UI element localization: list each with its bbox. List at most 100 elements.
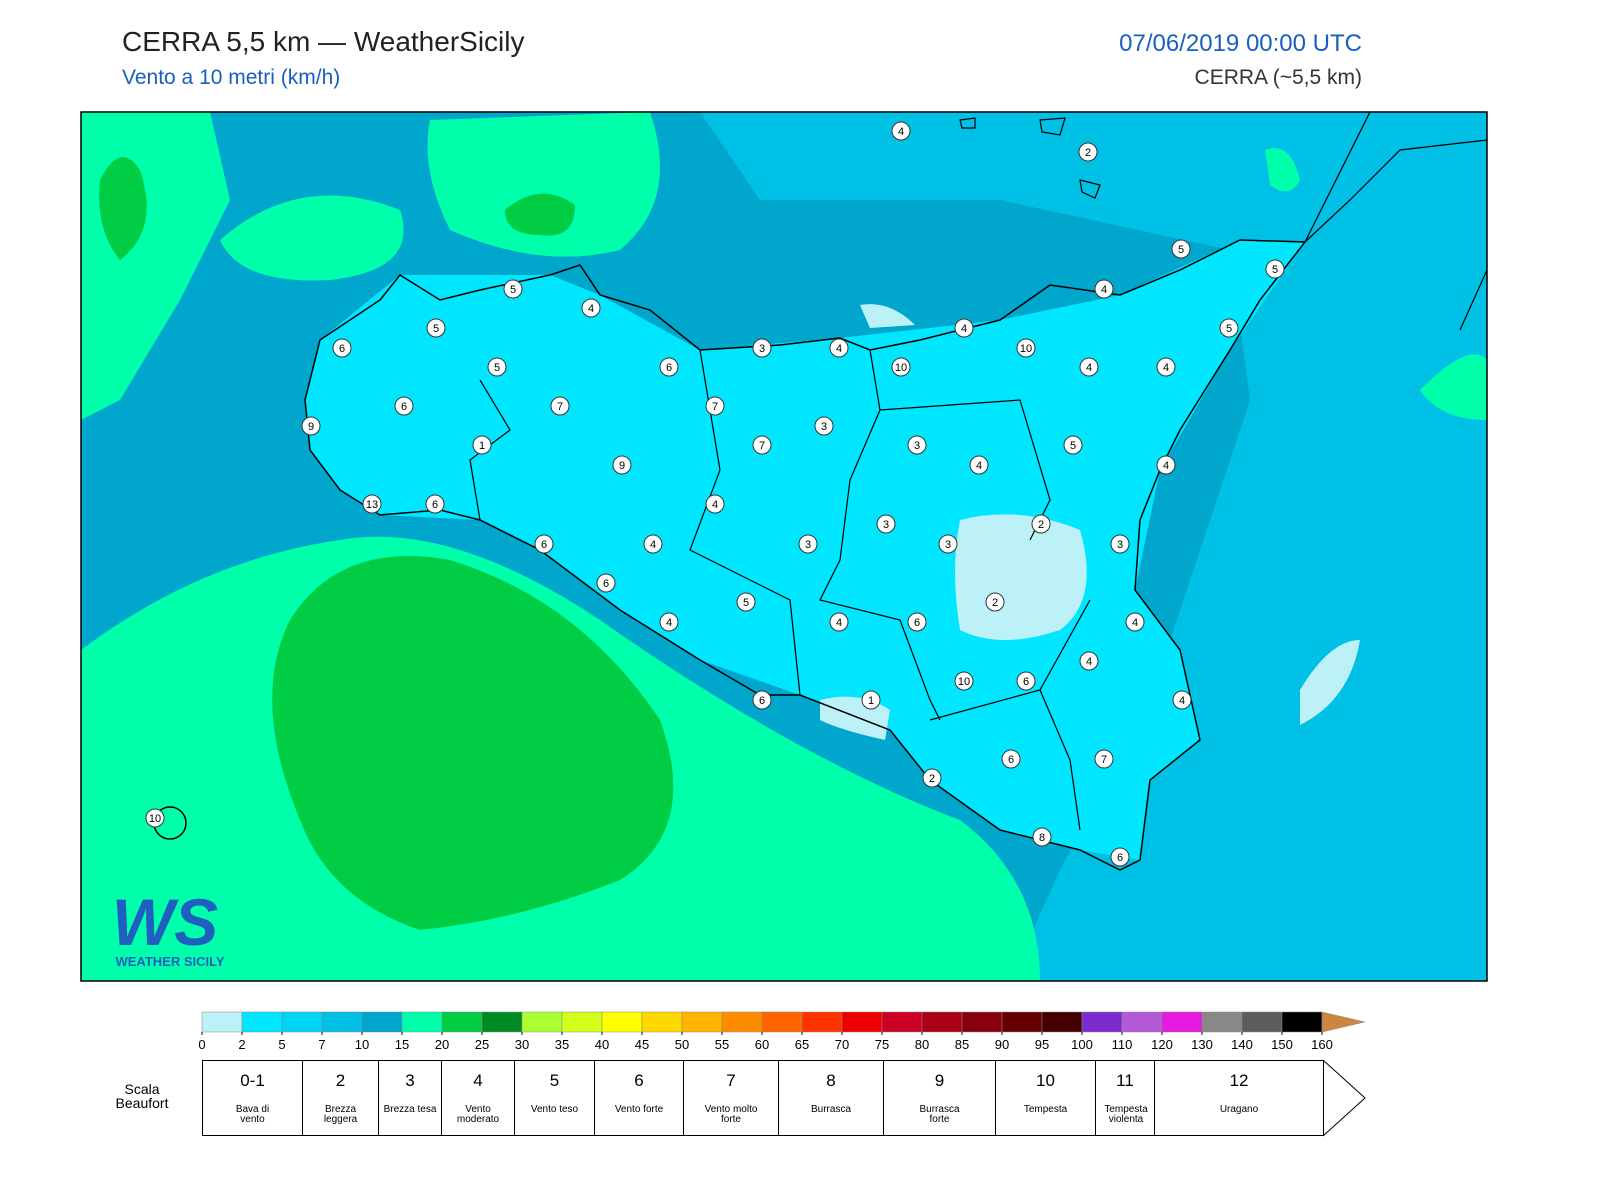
beaufort-label: Vento teso	[530, 1104, 579, 1115]
colorbar-bin	[801, 1011, 843, 1033]
station-value: 4	[836, 343, 842, 355]
colorbar-bin	[1241, 1011, 1283, 1033]
station-marker	[1171, 239, 1191, 259]
station-marker	[1079, 651, 1099, 671]
beaufort-label: Brezza leggera	[323, 1104, 358, 1125]
colorbar-bin	[681, 1011, 723, 1033]
station-value: 3	[821, 421, 827, 433]
colorbar-tick-label: 35	[555, 1037, 569, 1052]
colorbar-tick-label: 75	[875, 1037, 889, 1052]
beaufort-force: 0-1	[240, 1071, 265, 1090]
station-marker	[876, 514, 896, 534]
colorbar-tick-label: 150	[1271, 1037, 1293, 1052]
colorbar-bin	[1281, 1011, 1323, 1033]
station-value: 4	[1086, 656, 1092, 668]
station-marker	[922, 768, 942, 788]
beaufort-force: 6	[634, 1071, 644, 1090]
beaufort-cell: 4 Vento moderato	[441, 1060, 515, 1136]
station-value: 6	[759, 695, 765, 707]
station-marker	[1219, 318, 1239, 338]
station-value: 4	[712, 499, 718, 511]
station-value: 7	[759, 440, 765, 452]
station-value: 9	[308, 421, 314, 433]
station-value: 13	[366, 499, 378, 511]
logo-mark: WS	[112, 885, 218, 959]
beaufort-force: 5	[549, 1071, 560, 1090]
colorbar-bin	[641, 1011, 683, 1033]
colorbar-bin	[521, 1011, 563, 1033]
station-marker	[1156, 455, 1176, 475]
station-value: 3	[914, 440, 920, 452]
station-marker	[1031, 514, 1051, 534]
station-marker	[426, 318, 446, 338]
beaufort-force: 11	[1116, 1071, 1134, 1090]
station-marker	[705, 396, 725, 416]
station-marker	[1032, 827, 1052, 847]
station-value: 6	[603, 578, 609, 590]
station-value: 4	[1086, 362, 1092, 374]
colorbar-tick-label: 90	[995, 1037, 1009, 1052]
station-value: 2	[992, 597, 998, 609]
beaufort-label: Vento molto forte	[704, 1104, 758, 1125]
colorbar-tick-label: 25	[475, 1037, 489, 1052]
beaufort-force: 8	[826, 1071, 836, 1090]
colorbar-tick-label: 30	[515, 1037, 529, 1052]
beaufort-label: Uragano	[1219, 1104, 1259, 1115]
beaufort-arrow	[1322, 1059, 1366, 1137]
station-value: 6	[401, 401, 407, 413]
station-marker	[752, 435, 772, 455]
beaufort-label: Vento forte	[614, 1104, 664, 1115]
colorbar-extend	[1321, 1011, 1366, 1033]
station-marker	[659, 612, 679, 632]
station-marker	[534, 534, 554, 554]
colorbar-tick-label: 80	[915, 1037, 929, 1052]
colorbar-tick-label: 2	[238, 1037, 245, 1052]
colorbar-tick-label: 0	[198, 1037, 205, 1052]
station-marker	[907, 612, 927, 632]
colorbar-tick-label: 50	[675, 1037, 689, 1052]
station-value: 1	[868, 695, 874, 707]
colorbar-bin	[881, 1011, 923, 1033]
station-marker	[1016, 338, 1036, 358]
station-marker	[332, 338, 352, 358]
station-marker	[581, 298, 601, 318]
logo-text: WEATHER SICILY	[115, 954, 224, 969]
station-value: 4	[961, 323, 967, 335]
beaufort-label: Tempesta	[1023, 1104, 1068, 1115]
beaufort-cell: 6 Vento forte	[594, 1060, 684, 1136]
station-marker	[425, 494, 445, 514]
station-marker	[1265, 259, 1285, 279]
colorbar-bin	[441, 1011, 483, 1033]
beaufort-label: Burrasca forte	[919, 1104, 960, 1125]
station-value: 6	[1008, 754, 1014, 766]
station-value: 6	[1117, 852, 1123, 864]
beaufort-cell: 2 Brezza leggera	[302, 1060, 379, 1136]
beaufort-label: Brezza tesa	[383, 1104, 437, 1115]
station-marker	[1079, 357, 1099, 377]
colorbar-bin	[241, 1011, 283, 1033]
station-marker	[472, 435, 492, 455]
station-marker	[659, 357, 679, 377]
station-marker	[938, 534, 958, 554]
station-value: 5	[510, 284, 516, 296]
colorbar-bin	[1081, 1011, 1123, 1033]
beaufort-force: 2	[335, 1071, 346, 1090]
map-frame	[80, 111, 1488, 982]
station-value: 4	[1179, 695, 1185, 707]
station-marker	[301, 416, 321, 436]
station-value: 5	[1070, 440, 1076, 452]
colorbar-bin	[321, 1011, 363, 1033]
station-marker	[705, 494, 725, 514]
beaufort-cell: 12 Uragano	[1154, 1060, 1324, 1136]
station-value: 10	[149, 813, 161, 825]
station-marker	[1156, 357, 1176, 377]
station-marker	[969, 455, 989, 475]
colorbar-tick-label: 130	[1191, 1037, 1213, 1052]
colorbar-tick-label: 100	[1071, 1037, 1093, 1052]
station-value: 8	[1039, 832, 1045, 844]
station-value: 6	[541, 539, 547, 551]
station-marker	[1110, 534, 1130, 554]
station-value: 7	[557, 401, 563, 413]
colorbar-bin	[1001, 1011, 1043, 1033]
